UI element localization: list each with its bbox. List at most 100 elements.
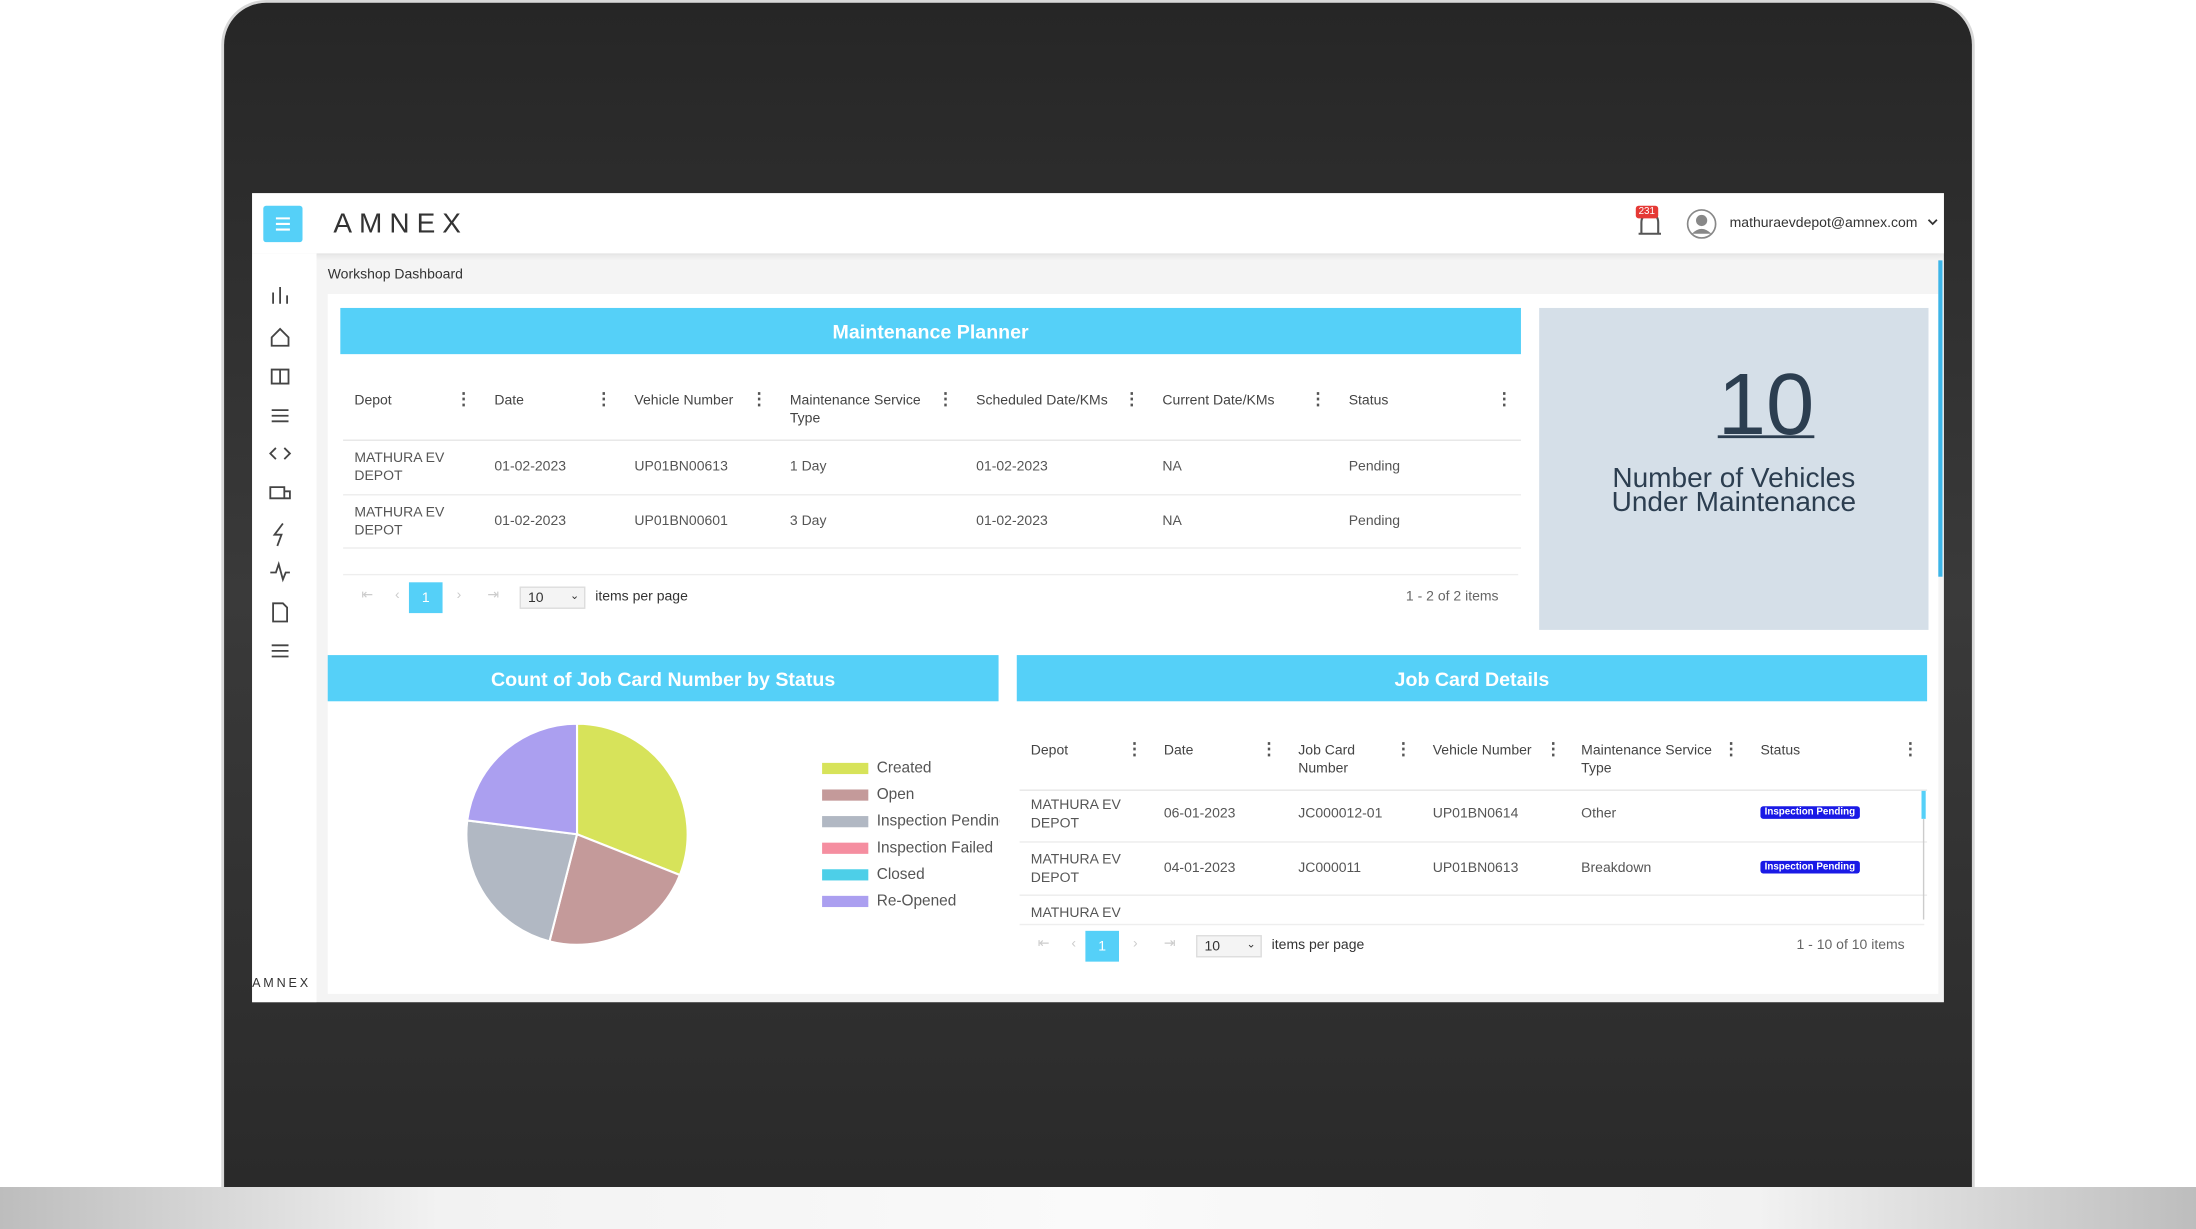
pager-bar bbox=[1019, 923, 1925, 973]
column-header: Scheduled Date/KMs bbox=[976, 393, 1108, 409]
legend-label: Closed bbox=[877, 866, 925, 883]
table-row bbox=[1019, 842, 1928, 896]
table-scrollbar bbox=[1921, 790, 1926, 819]
icon-chart bbox=[272, 286, 289, 304]
table-row bbox=[343, 441, 1521, 495]
pager-nav[interactable]: ‹ bbox=[394, 587, 400, 604]
screen: AMNEX 231 mathuraevdepot@amnex.com AMNEX… bbox=[252, 193, 1944, 1003]
pager-nav[interactable]: › bbox=[1133, 936, 1138, 952]
table-cell: 01-02-2023 bbox=[976, 513, 1048, 529]
table-cell: 1 Day bbox=[789, 459, 827, 475]
pager-nav[interactable]: › bbox=[456, 587, 462, 604]
column-menu[interactable]: ⋮ bbox=[455, 389, 472, 409]
column-header: Current Date/KMs bbox=[1162, 393, 1275, 409]
user-dropdown[interactable] bbox=[1927, 218, 1938, 226]
kpi-label: Number of Vehicles Under Maintenance bbox=[1611, 463, 1857, 518]
icon-file bbox=[272, 602, 289, 623]
per-page-label: items per page bbox=[595, 589, 688, 605]
user-email[interactable]: mathuraevdepot@amnex.com bbox=[1729, 215, 1918, 231]
pager-nav[interactable]: ‹ bbox=[1071, 936, 1077, 952]
pie-chart: Created Open Inspection Pending Inspection … bbox=[465, 722, 1000, 946]
laptop-base bbox=[0, 1187, 2196, 1229]
pie-slice bbox=[465, 819, 579, 943]
column-menu[interactable]: ⋮ bbox=[1126, 739, 1143, 759]
select-arrow[interactable]: ⌄ bbox=[1246, 937, 1256, 951]
icon-activity bbox=[270, 560, 290, 583]
table-cell: 01-02-2023 bbox=[494, 513, 567, 529]
pager-nav[interactable]: ⇥ bbox=[1163, 936, 1176, 952]
column-menu[interactable]: ⋮ bbox=[1722, 739, 1740, 759]
column-menu[interactable]: ⋮ bbox=[936, 389, 954, 409]
status-tag: Inspection Pending bbox=[1760, 860, 1860, 873]
select-arrow[interactable]: ⌄ bbox=[570, 589, 580, 602]
legend-label: Created bbox=[877, 760, 932, 777]
pager-summary: 1 - 2 of 2 items bbox=[1405, 589, 1499, 605]
section-header: Job Card Details bbox=[1016, 655, 1928, 702]
table-cell: MATHURA EV DEPOT bbox=[354, 504, 445, 539]
table-cell: MATHURA EV DEPOT bbox=[1030, 851, 1121, 886]
pager-nav[interactable]: ⇥ bbox=[487, 587, 500, 604]
column-menu[interactable]: ⋮ bbox=[750, 389, 768, 409]
breadcrumb: Workshop Dashboard bbox=[327, 267, 463, 283]
column-header: Date bbox=[494, 393, 524, 409]
kpi-card: 10 Number of Vehicles Under Maintenance bbox=[1539, 307, 1929, 630]
table-scroll-track bbox=[1922, 818, 1925, 920]
column-menu[interactable]: ⋮ bbox=[1544, 739, 1562, 759]
table-cell: UP01BN0614 bbox=[1432, 806, 1519, 822]
section-header: Maintenance Planner bbox=[340, 307, 1521, 355]
legend-label: Inspection Failed bbox=[877, 839, 993, 856]
column-header: Job Card Number bbox=[1298, 743, 1356, 777]
pager-bar bbox=[343, 573, 1519, 623]
logo: AMNEX bbox=[333, 208, 468, 240]
pie-slice bbox=[548, 832, 682, 946]
table-cell: UP01BN00613 bbox=[634, 459, 728, 475]
table-header-bg bbox=[343, 378, 1521, 441]
column-header: Depot bbox=[1030, 743, 1069, 759]
table-cell: Pending bbox=[1348, 459, 1401, 475]
avatar[interactable] bbox=[1686, 209, 1717, 240]
icon-settings bbox=[271, 409, 289, 423]
table-cell: NA bbox=[1162, 459, 1182, 475]
table-cell: UP01BN0613 bbox=[1432, 860, 1519, 876]
icon-home bbox=[270, 327, 290, 347]
table-row bbox=[1019, 788, 1928, 842]
column-menu[interactable]: ⋮ bbox=[595, 389, 613, 409]
table-cell: Other bbox=[1581, 806, 1617, 822]
column-header: Maintenance Service Type bbox=[1581, 743, 1712, 777]
status-tag: Inspection Pending bbox=[1760, 806, 1860, 819]
menu-icon bbox=[275, 217, 290, 231]
icon-book bbox=[270, 368, 290, 385]
table-cell: Pending bbox=[1348, 513, 1401, 529]
column-menu[interactable]: ⋮ bbox=[1123, 389, 1141, 409]
column-menu[interactable]: ⋮ bbox=[1901, 739, 1919, 759]
table-cell: 01-02-2023 bbox=[976, 459, 1048, 475]
pager-nav[interactable]: ⇤ bbox=[1037, 936, 1050, 952]
table-cell: NA bbox=[1162, 513, 1182, 529]
menu-button[interactable] bbox=[263, 205, 303, 243]
top-bar: AMNEX 231 mathuraevdepot@amnex.com bbox=[252, 193, 1944, 254]
page-size-select[interactable]: 10 bbox=[519, 586, 586, 609]
pager-page[interactable]: 1 bbox=[408, 582, 443, 614]
column-menu[interactable]: ⋮ bbox=[1309, 389, 1327, 409]
pie-slice bbox=[466, 722, 579, 836]
footer-logo: AMNEX bbox=[252, 975, 311, 990]
table-cell: MATHURA EV DEPOT bbox=[1030, 797, 1121, 832]
column-header: Maintenance Service Type bbox=[789, 393, 921, 427]
sidebar-icons bbox=[269, 286, 292, 658]
pager-nav[interactable]: ⇤ bbox=[361, 587, 374, 604]
sidebar: AMNEX bbox=[252, 253, 317, 1003]
pager-page[interactable]: 1 bbox=[1085, 930, 1120, 962]
column-header: Status bbox=[1760, 743, 1801, 759]
legend-label: Inspection Pending bbox=[877, 813, 1000, 830]
table-cell: 06-01-2023 bbox=[1163, 806, 1236, 822]
column-menu[interactable]: ⋮ bbox=[1495, 389, 1513, 409]
column-menu[interactable]: ⋮ bbox=[1260, 739, 1278, 759]
icon-power bbox=[272, 522, 284, 547]
page-size-select[interactable]: 10 bbox=[1196, 935, 1262, 958]
column-menu[interactable]: ⋮ bbox=[1394, 739, 1412, 759]
legend-label: Open bbox=[877, 786, 915, 803]
pie-slice bbox=[575, 722, 689, 877]
chart-title: Count of Job Card Number by Status bbox=[327, 655, 999, 702]
icon-bus bbox=[269, 486, 291, 500]
